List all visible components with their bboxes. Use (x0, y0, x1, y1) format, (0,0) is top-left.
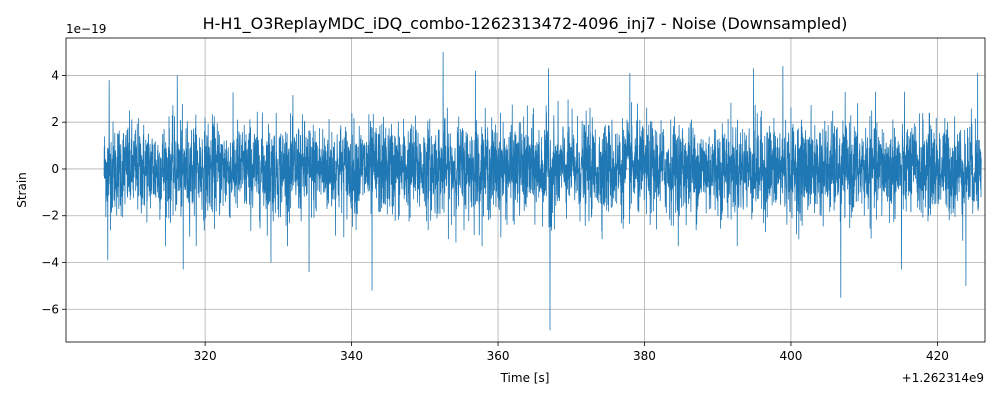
x-axis-ticks: 320 340 360 380 400 420 (194, 342, 949, 363)
x-tick-label: 340 (340, 349, 363, 363)
y-scale-label: 1e−19 (66, 22, 106, 36)
x-tick-label: 380 (633, 349, 656, 363)
y-tick-label: −4 (41, 255, 59, 269)
y-axis-label: Strain (15, 172, 29, 208)
plot-area (103, 52, 982, 331)
x-offset-label: +1.262314e9 (902, 371, 984, 385)
x-axis-label: Time [s] (500, 371, 550, 385)
x-tick-label: 400 (779, 349, 802, 363)
chart-title: H-H1_O3ReplayMDC_iDQ_combo-1262313472-40… (203, 14, 848, 34)
y-tick-label: −6 (41, 302, 59, 316)
y-tick-label: 2 (51, 115, 59, 129)
x-tick-label: 360 (487, 349, 510, 363)
series-line-strain (103, 52, 982, 331)
y-tick-label: 0 (51, 162, 59, 176)
y-tick-label: 4 (51, 68, 59, 82)
y-tick-label: −2 (41, 209, 59, 223)
y-axis-ticks: −6 −4 −2 0 2 4 (41, 68, 66, 316)
x-tick-label: 320 (194, 349, 217, 363)
axes-frame (65, 37, 986, 343)
x-tick-label: 420 (926, 349, 949, 363)
